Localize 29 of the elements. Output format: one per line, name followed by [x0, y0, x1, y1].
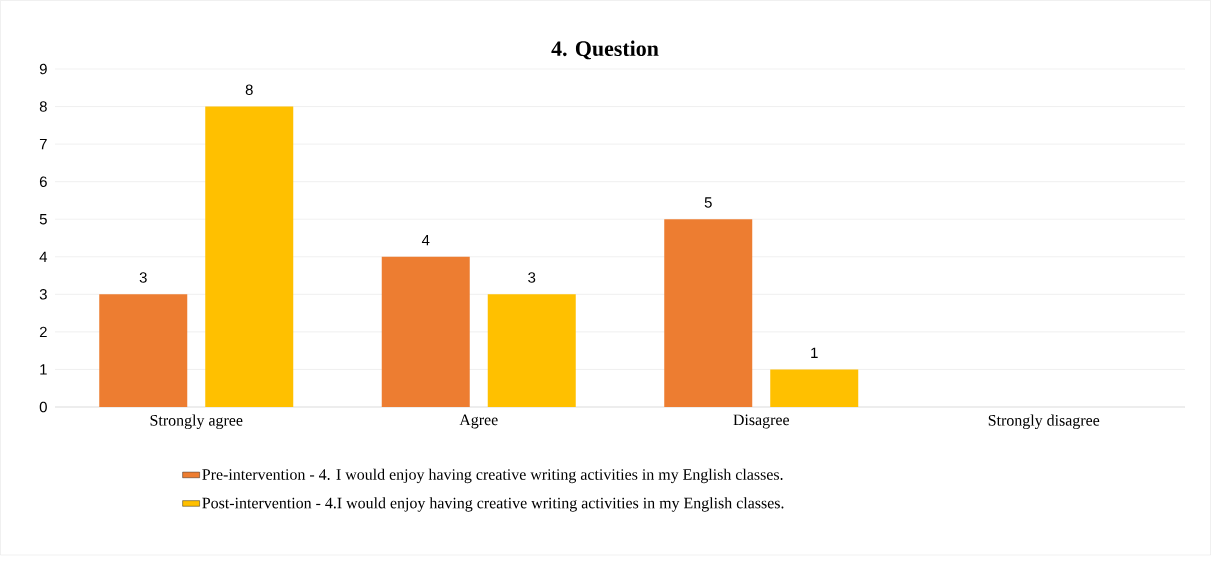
data-label: 1 — [811, 347, 818, 358]
y-tick-label: 9 — [39, 63, 47, 75]
data-label: 3 — [528, 272, 536, 283]
data-label: 8 — [245, 84, 253, 96]
y-tick-label: 8 — [39, 101, 47, 112]
bar — [770, 369, 859, 407]
data-label: 3 — [139, 272, 147, 283]
y-tick-label: 3 — [39, 289, 47, 300]
chart-title: 4. Question — [551, 40, 659, 60]
bar — [664, 219, 753, 407]
y-tick-label: 2 — [39, 326, 47, 338]
y-tick-label: 1 — [40, 364, 47, 375]
data-label: 5 — [704, 197, 712, 208]
y-tick-label: 4 — [39, 251, 48, 262]
x-tick-label: Strongly agree — [150, 414, 243, 430]
y-tick-label: 7 — [39, 138, 47, 150]
bar — [99, 294, 188, 407]
x-tick-label: Agree — [459, 414, 498, 429]
bar — [381, 256, 470, 407]
data-label: 4 — [421, 234, 430, 246]
y-tick-label: 6 — [39, 176, 47, 187]
bar — [205, 106, 294, 407]
y-tick-label: 5 — [39, 214, 47, 225]
legend-label: Pre-intervention - 4. I would enjoy having creative writing activities in my English classes. — [202, 468, 783, 484]
legend-label: Post-intervention - 4.I would enjoy having creative writing activities in my English classes. — [202, 497, 784, 512]
bar — [487, 294, 576, 407]
x-tick-label: Disagree — [733, 414, 790, 429]
y-tick-label: 0 — [39, 401, 47, 413]
x-tick-label: Strongly disagree — [988, 414, 1100, 430]
